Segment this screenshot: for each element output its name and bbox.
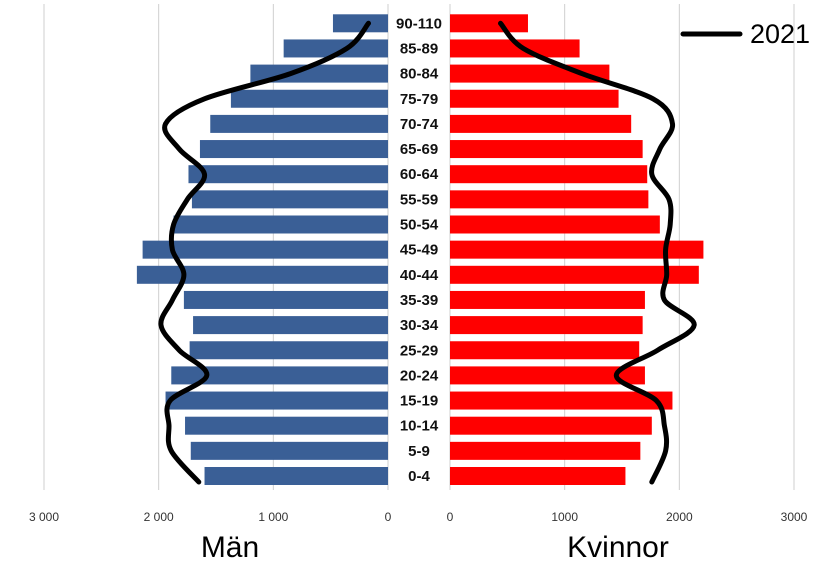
bar-female	[450, 14, 528, 33]
age-label: 5-9	[408, 443, 430, 460]
age-label: 90-110	[396, 15, 442, 32]
axis-ticks: 3 000 2 000 1 000 0 0 1000 2000 3000	[29, 510, 808, 524]
bar-male	[283, 39, 388, 58]
bar-male	[189, 341, 388, 360]
left-tick-label: 1 000	[258, 510, 288, 524]
age-label: 20-24	[400, 367, 439, 384]
left-tick-label: 3 000	[29, 510, 59, 524]
age-label: 15-19	[400, 393, 438, 410]
bar-male	[136, 265, 388, 284]
age-label: 80-84	[400, 66, 439, 83]
bar-male	[204, 467, 388, 485]
age-label: 75-79	[400, 91, 438, 108]
age-label: 45-49	[400, 242, 438, 259]
bar-female	[450, 140, 643, 159]
bar-female	[450, 39, 580, 58]
age-label: 30-34	[400, 317, 439, 334]
legend-label: 2021	[750, 19, 810, 49]
right-tick-label: 2000	[666, 510, 693, 524]
age-label: 60-64	[400, 166, 439, 183]
bar-female	[450, 391, 673, 410]
bar-male	[171, 366, 388, 385]
age-label: 40-44	[400, 267, 439, 284]
bar-male	[173, 215, 388, 234]
age-label: 10-14	[400, 418, 439, 435]
overlay-line-male	[158, 20, 371, 485]
age-label: 25-29	[400, 342, 438, 359]
bar-female	[450, 114, 632, 133]
bar-female	[450, 416, 652, 435]
age-label: 50-54	[400, 217, 439, 234]
right-tick-label: 0	[447, 510, 454, 524]
bar-female	[450, 265, 699, 284]
bar-male	[199, 140, 388, 159]
age-label: 85-89	[400, 40, 438, 57]
bar-female	[450, 240, 704, 259]
overlay-line-female	[498, 20, 697, 485]
right-axis-label: Kvinnor	[567, 531, 669, 562]
bar-male	[191, 190, 388, 209]
bar-female	[450, 190, 649, 209]
left-axis-label: Män	[201, 531, 259, 562]
age-label: 65-69	[400, 141, 438, 158]
bar-female	[450, 215, 660, 234]
bar-female	[450, 341, 640, 360]
bar-female	[450, 366, 645, 385]
age-label: 35-39	[400, 292, 438, 309]
age-label: 70-74	[400, 116, 439, 133]
bar-male	[165, 391, 388, 410]
bar-female	[450, 165, 648, 184]
bar-female	[450, 89, 619, 108]
left-tick-label: 0	[385, 510, 392, 524]
bar-male	[210, 114, 388, 133]
bar-male	[230, 89, 388, 108]
bar-male	[185, 416, 388, 435]
bar-female	[450, 290, 645, 309]
bar-female	[450, 316, 643, 335]
bar-male	[188, 165, 388, 184]
age-label: 55-59	[400, 191, 438, 208]
right-tick-label: 1000	[551, 510, 578, 524]
legend: 2021	[680, 19, 810, 49]
bar-male	[142, 240, 388, 259]
bars	[136, 14, 704, 485]
bar-female	[450, 467, 626, 485]
age-labels: 0-4 5-9 10-14 15-19 20-24 25-29 30-34 35-39 40-4…	[396, 15, 442, 485]
bar-female	[450, 441, 641, 460]
bar-male	[193, 316, 388, 335]
overlay-lines	[158, 20, 697, 485]
bar-male	[183, 290, 388, 309]
left-tick-label: 2 000	[144, 510, 174, 524]
bar-male	[190, 441, 388, 460]
age-label: 0-4	[408, 468, 430, 485]
bar-male	[332, 14, 388, 33]
right-tick-label: 3000	[781, 510, 808, 524]
